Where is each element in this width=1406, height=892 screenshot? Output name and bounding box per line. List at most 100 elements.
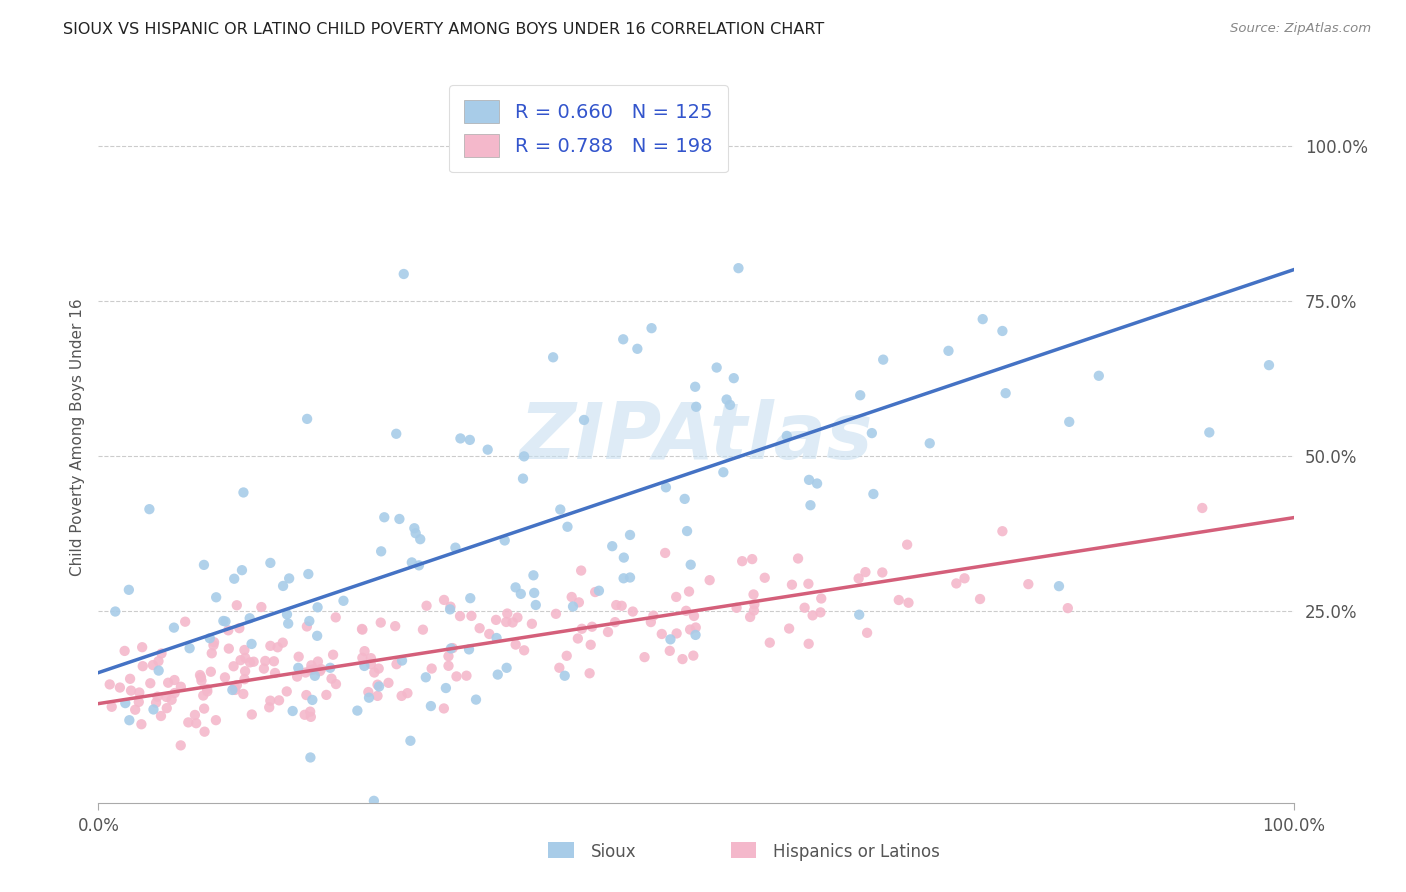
Point <box>621 605 644 619</box>
Point <box>654 546 676 560</box>
Point <box>157 675 180 690</box>
Point <box>385 657 408 672</box>
Point <box>307 629 329 643</box>
Point <box>780 578 803 592</box>
Point <box>495 615 517 629</box>
Point <box>437 649 460 664</box>
Point <box>264 665 287 680</box>
Point <box>287 661 309 675</box>
Point <box>613 571 636 585</box>
Point <box>367 662 389 676</box>
Point <box>353 644 375 658</box>
Point <box>138 502 160 516</box>
Point <box>896 538 918 552</box>
Point <box>412 623 434 637</box>
Point <box>619 528 641 542</box>
Point <box>612 332 634 346</box>
Point <box>186 716 208 731</box>
Point <box>128 695 150 709</box>
Point <box>114 644 136 658</box>
Point <box>193 558 215 572</box>
Point <box>294 707 316 722</box>
Point <box>437 658 460 673</box>
Point <box>849 388 872 402</box>
Point <box>671 652 693 666</box>
Point <box>388 512 411 526</box>
Point <box>420 661 443 675</box>
Point <box>307 655 329 669</box>
Point <box>309 662 332 676</box>
Point <box>557 520 579 534</box>
Point <box>742 603 765 617</box>
Point <box>118 582 141 597</box>
Point <box>163 673 186 687</box>
Point <box>758 635 780 649</box>
Point <box>297 567 319 582</box>
Point <box>468 621 491 635</box>
Point <box>862 487 884 501</box>
Point <box>486 667 509 681</box>
Point <box>509 587 531 601</box>
Point <box>225 599 247 613</box>
Point <box>776 429 799 443</box>
Point <box>855 565 877 579</box>
Point <box>114 696 136 710</box>
Point <box>477 442 499 457</box>
Point <box>485 613 508 627</box>
Point <box>754 571 776 585</box>
Point <box>170 680 193 694</box>
Point <box>156 701 179 715</box>
Point <box>541 351 564 365</box>
Point <box>228 621 250 635</box>
Point <box>233 672 256 686</box>
Point <box>233 651 256 665</box>
Point <box>446 669 468 683</box>
Point <box>239 611 262 625</box>
Point <box>190 670 212 684</box>
Point <box>505 638 527 652</box>
Point <box>643 608 665 623</box>
Point <box>233 643 256 657</box>
Point <box>478 627 501 641</box>
Point <box>404 521 426 535</box>
Point <box>581 620 603 634</box>
Point <box>276 684 298 698</box>
Point <box>287 649 309 664</box>
Point <box>346 704 368 718</box>
Point <box>368 680 391 694</box>
Point <box>155 690 177 704</box>
Point <box>953 571 976 585</box>
Point <box>179 641 201 656</box>
FancyBboxPatch shape <box>548 842 574 858</box>
Point <box>969 592 991 607</box>
Point <box>281 704 304 718</box>
Point <box>415 670 437 684</box>
Point <box>731 554 754 568</box>
Point <box>240 637 263 651</box>
Point <box>363 794 385 808</box>
Point <box>299 705 322 719</box>
Point <box>231 563 253 577</box>
Point <box>128 685 150 699</box>
Point <box>945 576 967 591</box>
Point <box>392 267 415 281</box>
Point <box>787 551 810 566</box>
Point <box>458 642 481 657</box>
Point <box>555 648 578 663</box>
Point <box>1057 415 1080 429</box>
Point <box>299 663 322 677</box>
Point <box>456 669 478 683</box>
Point <box>254 654 277 668</box>
Point <box>711 465 734 479</box>
Point <box>496 607 519 621</box>
Point <box>263 654 285 668</box>
Point <box>100 699 122 714</box>
Point <box>1088 368 1111 383</box>
Point <box>810 591 832 606</box>
Point <box>108 681 131 695</box>
Point <box>793 600 815 615</box>
Point <box>550 502 572 516</box>
Point <box>224 682 246 697</box>
Point <box>485 631 508 645</box>
Point <box>239 656 262 670</box>
